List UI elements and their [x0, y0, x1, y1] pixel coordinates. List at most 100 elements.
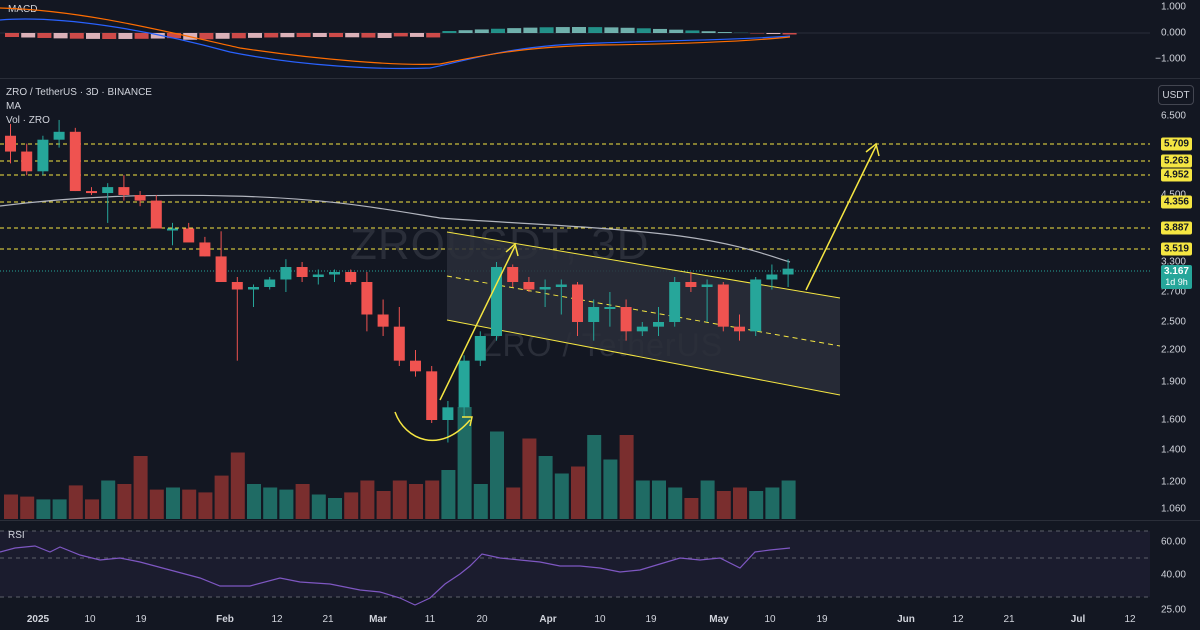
target-arrow: [805, 145, 877, 291]
price-y-label: 1.400: [1160, 444, 1186, 456]
volume-bar: [68, 485, 83, 519]
macd-histogram-bar: [296, 33, 311, 38]
volume-bar: [214, 475, 229, 519]
volume-bar: [36, 499, 51, 519]
volume-bar: [263, 487, 278, 519]
rsi-title: RSI: [8, 530, 25, 541]
macd-histogram-bar: [653, 28, 667, 33]
time-label: Feb: [216, 614, 234, 625]
time-label: 21: [322, 614, 334, 625]
level-tag: 3.519: [1160, 242, 1192, 256]
volume-bar: [473, 484, 488, 519]
price-y-label: 2.200: [1160, 344, 1186, 356]
price-y-label: 1.900: [1160, 376, 1186, 388]
candle-body: [669, 282, 681, 322]
macd-histogram-bar: [199, 33, 214, 40]
time-label: 10: [84, 614, 96, 625]
macd-histogram-bar: [361, 33, 376, 38]
macd-histogram-bar: [491, 28, 505, 33]
candle-body: [701, 284, 713, 287]
candle-body: [539, 287, 551, 290]
curve-annotation: [394, 411, 471, 441]
volume-bar: [149, 489, 164, 519]
macd-y-label: 0.000: [1160, 27, 1186, 39]
candle-body: [21, 151, 33, 172]
price-y-label: 3.300: [1160, 256, 1186, 268]
volume-bar: [166, 487, 180, 519]
volume-bar: [716, 491, 731, 519]
volume-bar: [749, 491, 764, 519]
macd-histogram-bar: [37, 33, 52, 38]
price-axis[interactable]: 6.500 4.500 3.300 2.700 2.500 2.200 1.90…: [1150, 79, 1200, 519]
level-tag: 5.263: [1160, 154, 1192, 168]
pane-divider[interactable]: [0, 520, 1200, 521]
macd-histogram-bar: [215, 33, 230, 39]
candle-body: [280, 267, 292, 280]
currency-button[interactable]: USDT: [1158, 85, 1194, 105]
macd-histogram-bar: [393, 33, 408, 37]
candle-body: [653, 322, 664, 327]
macd-histogram-bar: [248, 33, 262, 38]
macd-histogram-bar: [86, 33, 100, 39]
volume-bar: [230, 452, 245, 519]
macd-histogram-bar: [458, 30, 473, 33]
time-label: May: [709, 614, 729, 625]
volume-bar: [198, 492, 213, 519]
price-y-label: 6.500: [1160, 110, 1186, 122]
volume-bar: [619, 435, 634, 519]
macd-histogram-bar: [377, 33, 392, 38]
candle-body: [636, 326, 648, 332]
candle-body: [102, 187, 114, 194]
candle-body: [69, 131, 81, 192]
volume-bar: [490, 431, 504, 519]
volume-bar: [20, 496, 35, 519]
volume-bar: [522, 438, 537, 519]
candle-body: [37, 139, 49, 172]
channel-mid-line: [446, 275, 841, 347]
candle-body: [345, 272, 357, 282]
macd-histogram-bar: [118, 33, 133, 39]
volume-bar: [700, 480, 715, 519]
volume-bar: [781, 480, 796, 519]
volume-bar: [457, 407, 472, 519]
pane-divider[interactable]: [0, 78, 1200, 79]
candle-body: [685, 282, 697, 287]
candle-body: [53, 131, 65, 140]
candle-body: [750, 279, 762, 332]
price-y-label: 2.700: [1160, 286, 1186, 298]
volume-bar: [360, 480, 375, 519]
candle-body: [167, 228, 178, 231]
legend: ZRO / TetherUS · 3D · BINANCE MA Vol · Z…: [6, 87, 152, 126]
current-price-value: 3.167: [1163, 266, 1189, 277]
volume-bar: [441, 470, 456, 519]
candle-body: [717, 284, 729, 327]
volume-bar: [571, 466, 585, 519]
candle-body: [555, 284, 567, 287]
macd-histogram-bar: [685, 30, 700, 33]
candle-body: [766, 274, 778, 280]
ma-indicator-label[interactable]: MA: [6, 101, 21, 112]
rsi-line: [0, 545, 791, 606]
macd-y-label: −1.000: [1155, 53, 1186, 65]
candle-body: [410, 360, 421, 372]
volume-bar: [182, 489, 197, 519]
macd-histogram-bar: [410, 33, 424, 37]
candle-body: [442, 407, 454, 420]
candle-body: [474, 336, 486, 361]
volume-bar: [506, 487, 521, 519]
macd-histogram-bar: [231, 33, 246, 39]
symbol-title[interactable]: ZRO / TetherUS · 3D · BINANCE: [6, 87, 152, 98]
candle-body: [620, 307, 632, 332]
macd-axis: 1.000 0.000 −1.000: [1150, 0, 1200, 78]
volume-indicator-label[interactable]: Vol · ZRO: [6, 115, 50, 126]
time-label: 20: [476, 614, 488, 625]
volume-bar: [733, 487, 747, 519]
time-label: 2025: [26, 614, 50, 625]
rsi-y-label: 60.00: [1160, 536, 1186, 548]
macd-histogram-bar: [167, 33, 181, 39]
volume-bar: [328, 498, 342, 519]
macd-histogram-bar: [636, 28, 651, 33]
level-tag: 5.709: [1160, 137, 1192, 151]
macd-histogram-bar: [588, 27, 603, 33]
